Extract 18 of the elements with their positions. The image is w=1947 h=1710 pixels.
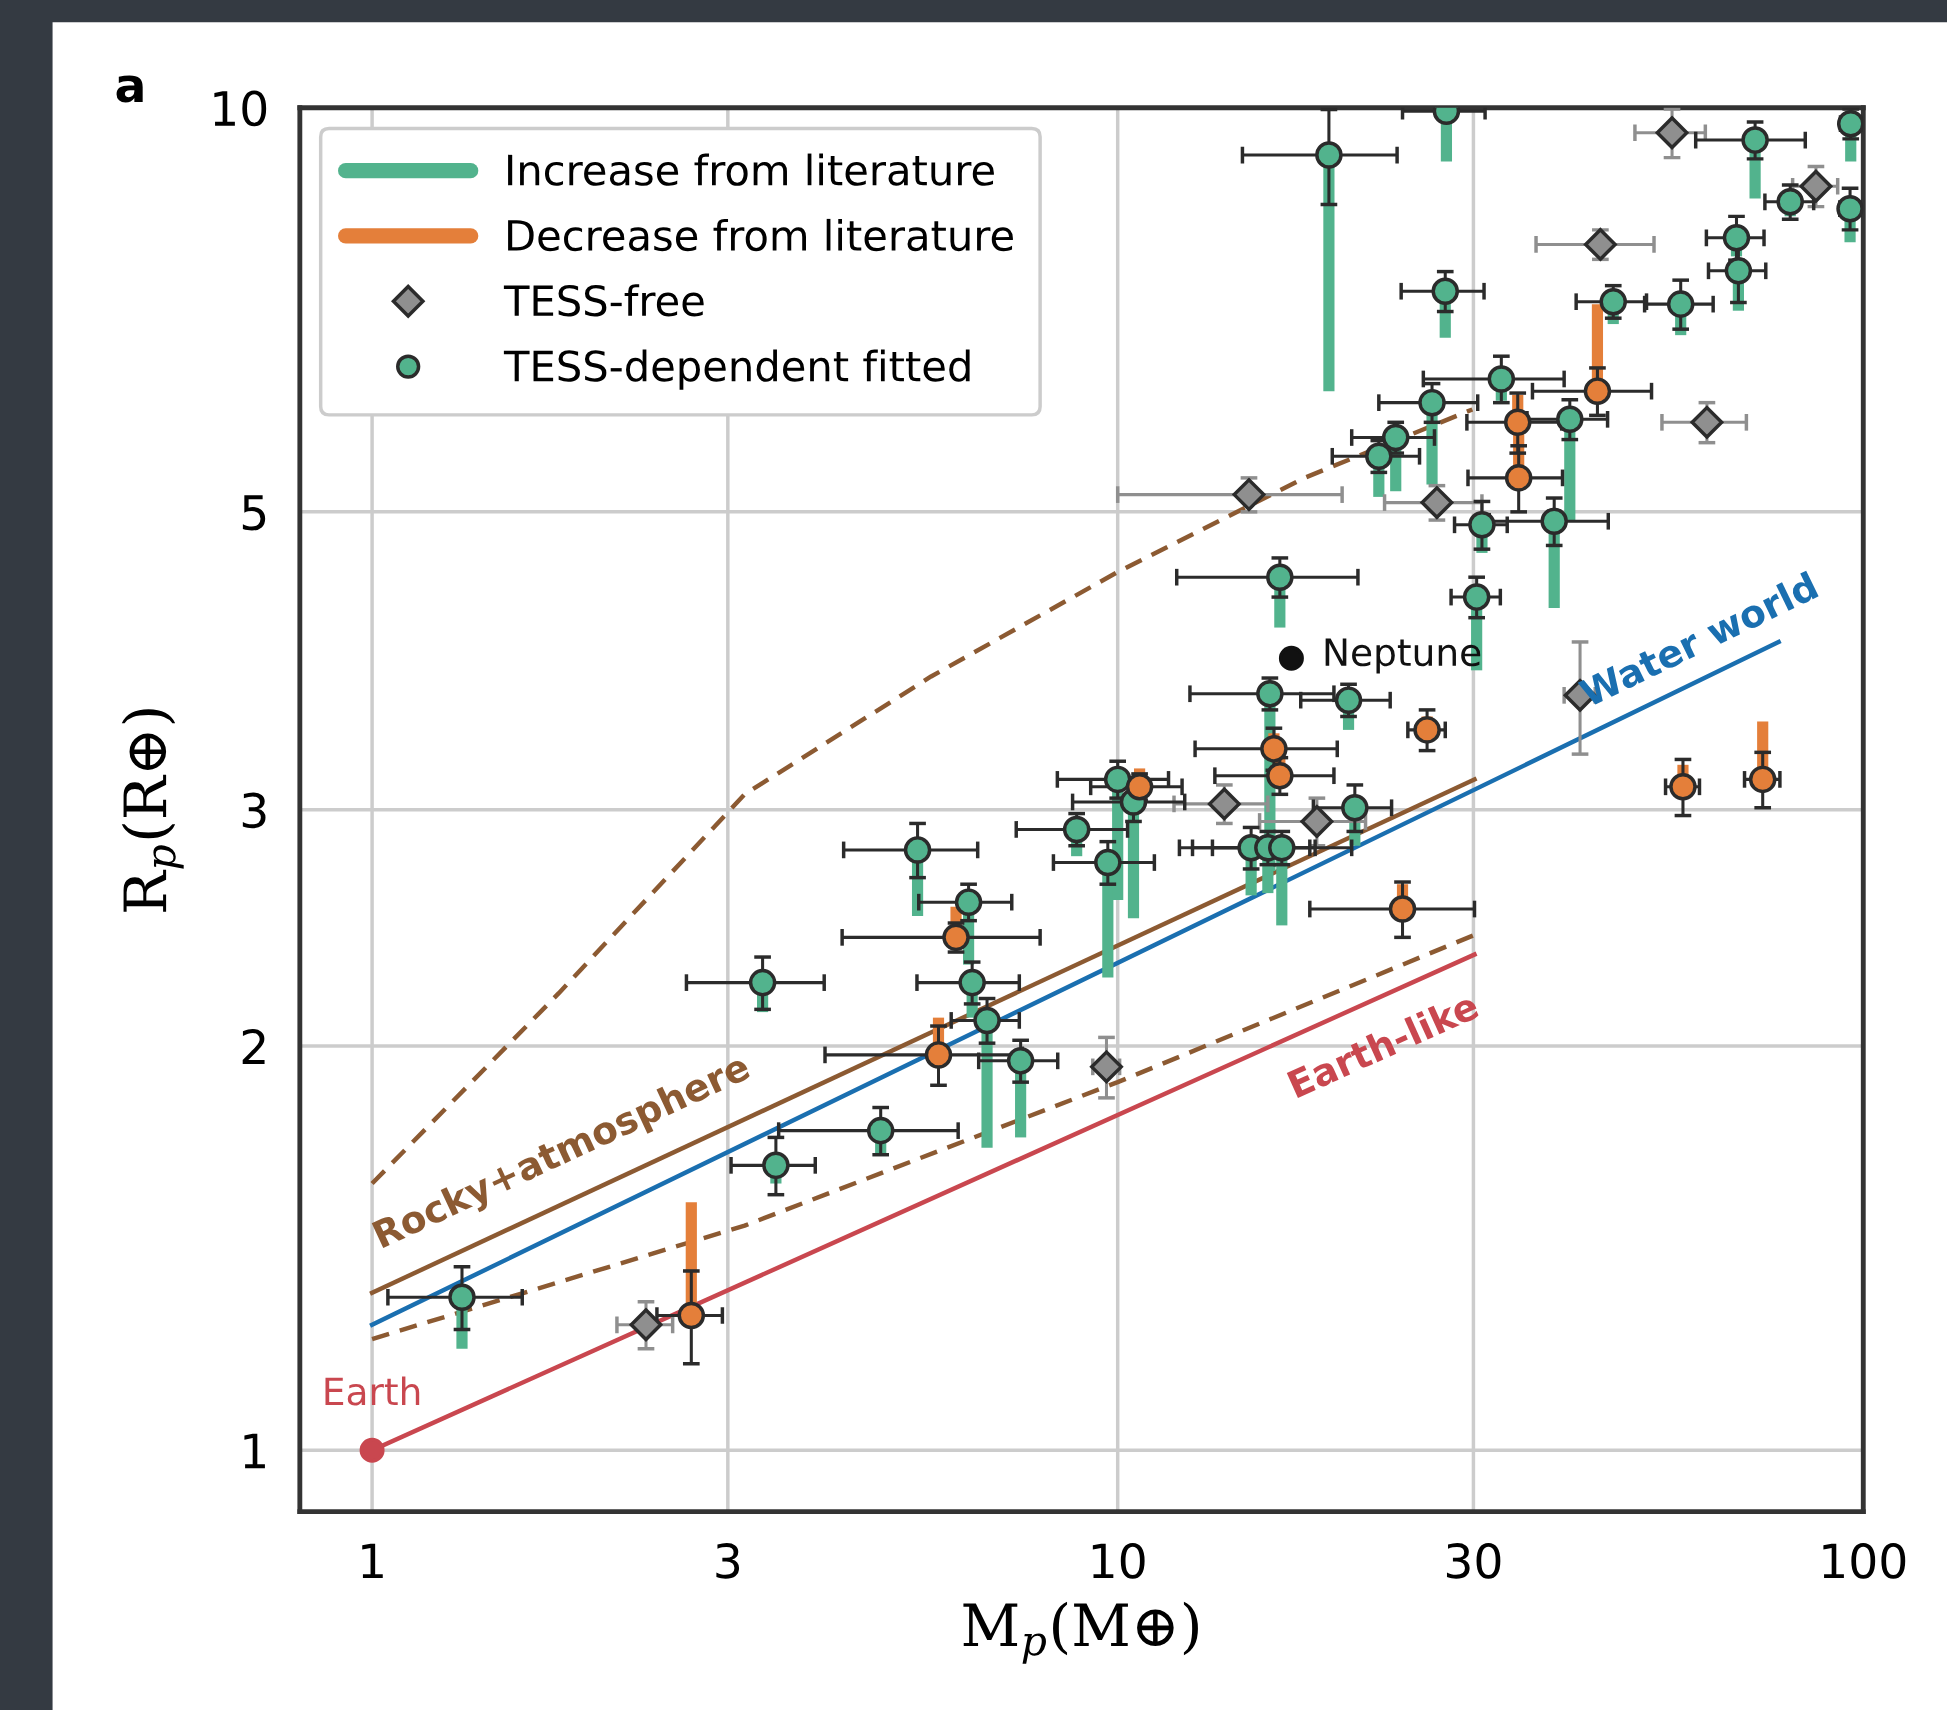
x-tick-label: 3 (716, 1543, 740, 1579)
y-tick-label: 2 (242, 1028, 265, 1065)
legend-label: Decrease from literature (508, 218, 1013, 252)
series-label: Earth (325, 1376, 420, 1406)
y-tick-label: 5 (242, 495, 266, 531)
x-tick-label: 100 (1823, 1543, 1906, 1579)
y-tick-label: 10 (214, 90, 267, 127)
x-tick-label: 30 (1446, 1543, 1501, 1579)
y-tick-label: 1 (244, 1433, 265, 1469)
x-tick-label: 10 (1092, 1543, 1145, 1579)
y-tick-label: 3 (242, 792, 266, 829)
x-tick-label: 1 (362, 1543, 383, 1579)
legend-label: TESS-dependent fitted (503, 349, 970, 390)
text: a (116, 75, 143, 103)
x-axis-title: M$_{p}$(M⊕) (963, 1601, 1198, 1664)
legend-label: Increase from literature (508, 153, 994, 186)
y-axis-title: R$_{p}$(R⊕) (121, 709, 184, 912)
legend-label: TESS-free (503, 284, 704, 317)
